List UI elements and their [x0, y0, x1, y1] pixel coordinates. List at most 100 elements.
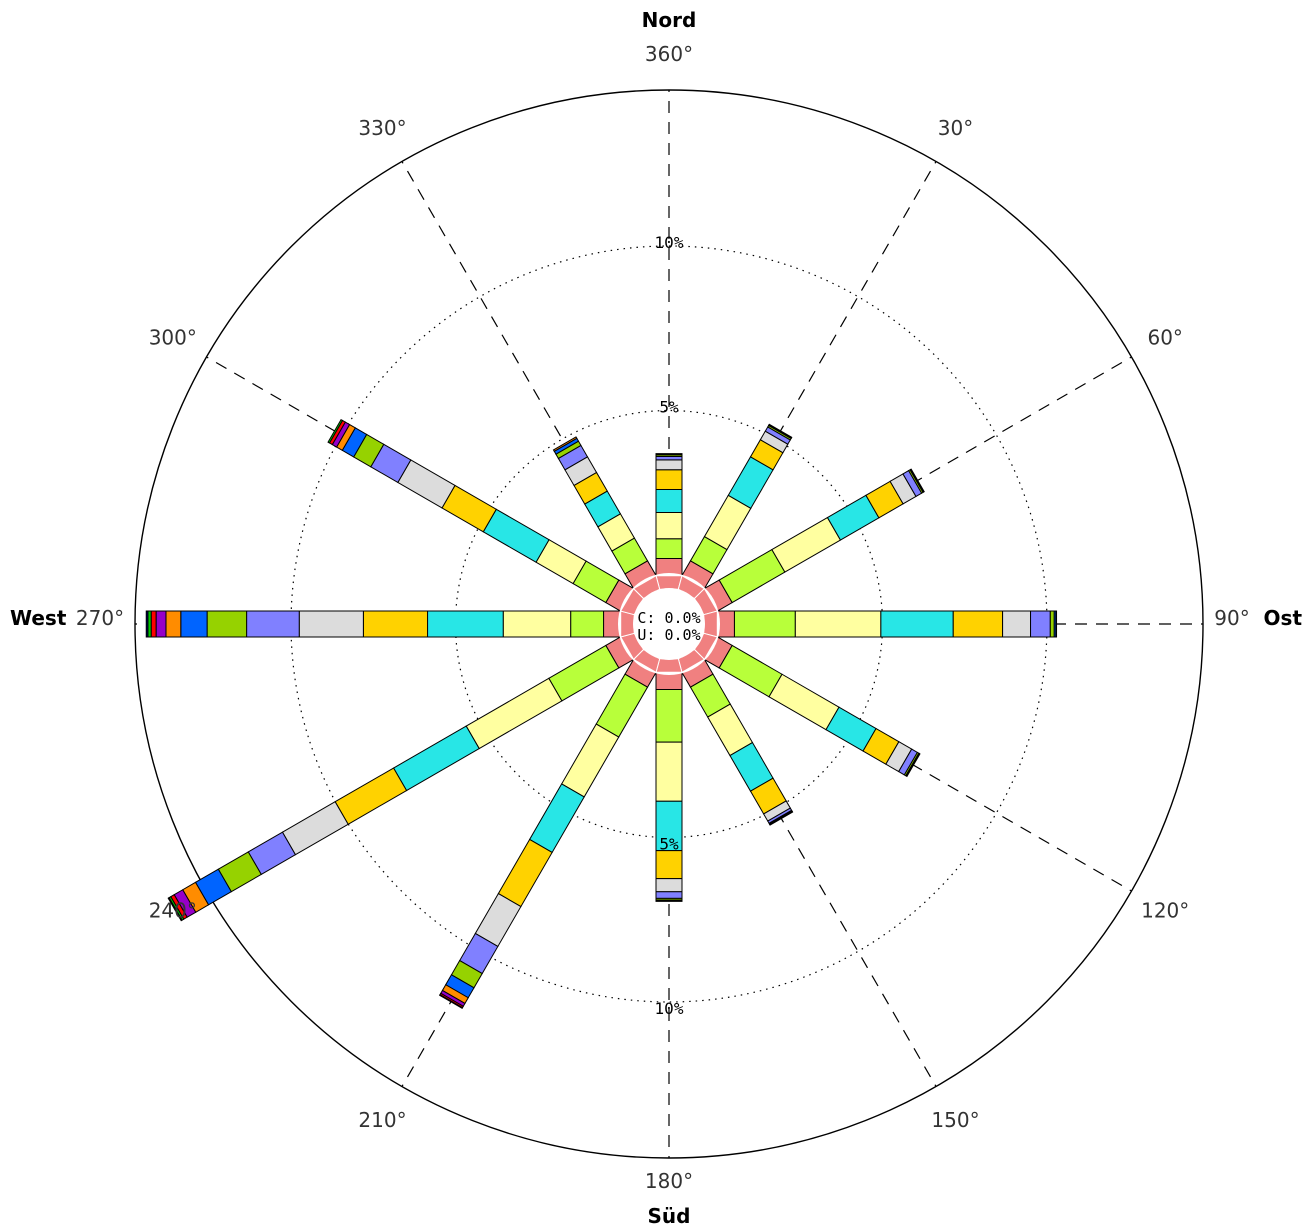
bar-segment-0-4: [655, 469, 683, 490]
bar-segment-330-9: [552, 436, 578, 452]
angle-label-180: 180°: [645, 1169, 693, 1193]
angle-label-330: 330°: [358, 116, 406, 140]
bar-segment-240-5: [281, 801, 349, 856]
sector-bar-150: [681, 659, 794, 826]
sector-bar-210: [438, 659, 657, 1009]
calm-label: C: 0.0%: [637, 609, 700, 627]
bar-segment-30-9: [768, 423, 793, 439]
bar-segment-270-4: [362, 610, 429, 638]
bar-segment-300-12: [327, 418, 344, 444]
radial-line-60: [711, 356, 1132, 601]
bar-segment-270-0: [603, 610, 621, 638]
sector-bar-240: [167, 636, 634, 922]
bar-segment-210-12: [438, 994, 464, 1009]
bar-segment-180-1: [655, 688, 683, 743]
bar-segment-90-6: [1030, 610, 1051, 638]
bar-segment-270-8: [180, 610, 208, 638]
ring-label-north-10: 10%: [655, 233, 684, 252]
bar-segment-0-9: [655, 453, 683, 455]
bar-segment-240-3: [392, 725, 480, 792]
bar-segment-0-2: [655, 511, 683, 540]
bar-segment-60-1: [718, 548, 786, 604]
bar-segment-60-9: [909, 468, 925, 493]
sector-bar-90: [717, 610, 1058, 638]
bar-segment-90-4: [952, 610, 1004, 638]
bar-segment-270-13: [145, 610, 149, 638]
bar-segment-120-9: [905, 752, 921, 778]
bar-segment-210-4: [497, 838, 553, 908]
sector-bar-330: [552, 436, 657, 589]
bars-layer: [145, 418, 1058, 1009]
bar-segment-120-1: [718, 644, 783, 698]
bar-segment-270-7: [206, 610, 248, 638]
bar-segment-60-2: [771, 516, 842, 573]
direction-south-label: Süd: [648, 1204, 691, 1228]
labels-layer: Nord Süd West Ost 5% 5% 10% 10% 360° 30° 60° 90…: [10, 8, 1302, 1228]
ring-label-south-10: 10%: [655, 999, 684, 1018]
bar-segment-120-2: [768, 673, 840, 731]
bar-segment-270-3: [427, 610, 504, 638]
bar-segment-90-0: [717, 610, 735, 638]
bar-segment-90-5: [1002, 610, 1032, 638]
sector-bar-120: [704, 636, 921, 778]
bar-segment-90-2: [794, 610, 882, 638]
bar-segment-180-2: [655, 741, 683, 802]
radial-line-150: [692, 666, 937, 1087]
bar-segment-270-1: [570, 610, 605, 638]
bar-segment-0-5: [655, 459, 683, 471]
bar-segment-180-9: [655, 900, 683, 902]
sector-bar-180: [655, 672, 683, 902]
angle-label-360: 360°: [645, 42, 693, 66]
angle-label-120: 120°: [1141, 899, 1189, 923]
radial-line-120: [711, 647, 1132, 892]
bar-segment-0-3: [655, 488, 683, 513]
bar-segment-180-4: [655, 850, 683, 880]
center-layer: C: 0.0%U: 0.0%: [618, 573, 720, 675]
bar-segment-300-3: [482, 508, 550, 563]
calm-ring-segment-90: [703, 610, 718, 638]
calm-inner-disc: [633, 588, 705, 660]
bar-segment-270-2: [502, 610, 572, 638]
direction-west-label: West: [10, 606, 67, 630]
sector-bar-300: [327, 418, 634, 612]
bar-segment-90-1: [733, 610, 796, 638]
bar-segment-90-9: [1055, 610, 1058, 638]
bar-segment-150-9: [769, 811, 794, 826]
bar-segment-270-5: [298, 610, 364, 638]
bar-segment-240-4: [334, 767, 408, 825]
angle-label-300: 300°: [149, 326, 197, 350]
bar-segment-90-7: [1049, 610, 1055, 638]
direction-north-label: Nord: [642, 8, 697, 32]
bar-segment-210-1: [595, 673, 649, 738]
bar-segment-240-1: [548, 644, 620, 702]
direction-east-label: Ost: [1264, 606, 1303, 630]
bar-segment-240-13: [167, 896, 183, 922]
bar-segment-270-11: [150, 610, 157, 638]
ring-label-south-5: 5%: [659, 835, 679, 854]
bar-segment-270-10: [155, 610, 167, 638]
bar-segment-240-2: [465, 677, 563, 750]
calm-ring-segment-270: [620, 610, 635, 638]
angle-label-60: 60°: [1147, 326, 1182, 350]
undefined-label: U: 0.0%: [637, 626, 700, 644]
sector-bar-60: [704, 468, 925, 612]
sector-bar-0: [655, 453, 683, 576]
angle-label-270: 270°: [76, 606, 124, 630]
ring-label-north-5: 5%: [659, 398, 679, 417]
bar-segment-270-9: [165, 610, 182, 638]
bar-segment-270-6: [246, 610, 300, 638]
radial-line-330: [401, 161, 646, 582]
calm-ring-segment-0: [655, 575, 683, 590]
angle-label-240: 240°: [149, 899, 197, 923]
bar-segment-180-0: [655, 672, 683, 690]
angle-label-210: 210°: [358, 1108, 406, 1132]
bar-segment-0-0: [655, 558, 683, 576]
radial-line-30: [692, 161, 937, 582]
bar-segment-180-6: [655, 891, 683, 899]
sector-bar-270: [145, 610, 621, 638]
angle-label-90: 90°: [1214, 606, 1249, 630]
bar-segment-0-1: [655, 538, 683, 560]
sector-bar-30: [681, 423, 793, 589]
bar-segment-210-3: [528, 783, 585, 854]
